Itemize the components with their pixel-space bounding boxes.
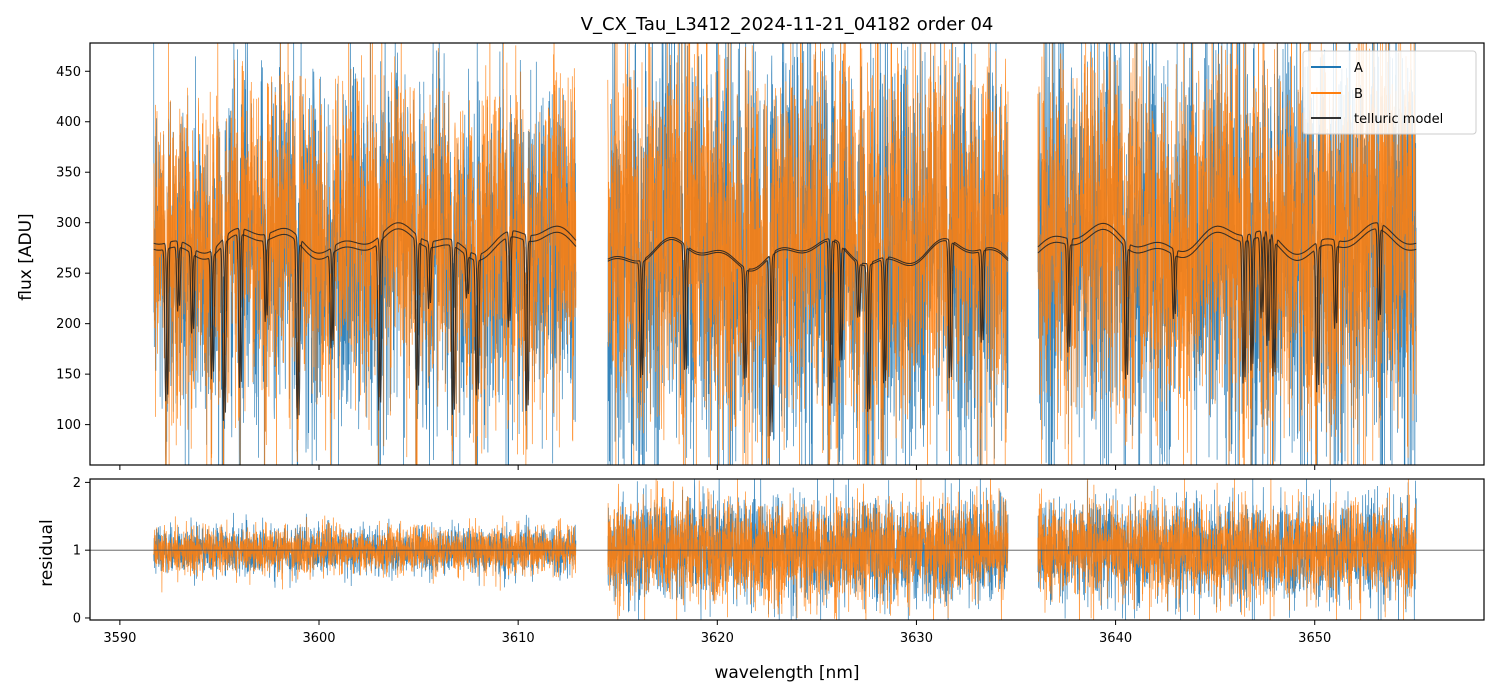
legend-label-telluric: telluric model <box>1354 112 1443 127</box>
x-tick-label: 3590 <box>103 631 136 646</box>
plot-top-data <box>153 43 1417 465</box>
telluric-model-1-segment-2 <box>1037 222 1417 386</box>
x-tick-label: 3630 <box>900 631 933 646</box>
x-tick-label: 3650 <box>1298 631 1331 646</box>
legend: A B telluric model <box>1302 50 1477 135</box>
residual-b-segment-0 <box>153 515 577 593</box>
x-tick-label: 3640 <box>1099 631 1132 646</box>
flux-y-tick-label: 300 <box>56 216 81 231</box>
legend-label-b: B <box>1354 87 1363 102</box>
axes-ticks: 100 150 200 250 300 350 400 450 0 1 2 3590 3600 3610 3… <box>56 65 1331 646</box>
flux-y-tick-label: 200 <box>56 317 81 332</box>
plot-bottom-frame <box>89 478 1485 621</box>
flux-y-tick-label: 100 <box>56 418 81 433</box>
x-axis-label: wavelength [nm] <box>714 663 859 683</box>
flux-y-tick-label: 450 <box>56 65 81 80</box>
telluric-model-1-segment-0 <box>153 222 577 416</box>
residual-y-tick-label: 1 <box>73 544 81 559</box>
telluric-model-0-segment-2 <box>1037 228 1417 393</box>
x-tick-label: 3620 <box>701 631 734 646</box>
flux-y-tick-label: 400 <box>56 115 81 130</box>
legend-label-a: A <box>1354 61 1363 76</box>
chart-title: V_CX_Tau_L3412_2024-11-21_04182 order 04 <box>581 14 994 35</box>
flux-y-tick-label: 350 <box>56 166 81 181</box>
residual-y-label: residual <box>37 519 57 586</box>
x-tick-label: 3610 <box>502 631 535 646</box>
legend-box <box>1302 50 1477 135</box>
flux-y-tick-label: 150 <box>56 368 81 383</box>
flux-y-label: flux [ADU] <box>16 213 36 300</box>
residual-b-segment-1 <box>607 479 1009 620</box>
residual-y-tick-label: 2 <box>73 476 81 491</box>
residual-b-segment-2 <box>1037 479 1417 620</box>
series-b-segment-1 <box>607 43 1009 465</box>
residual-panel <box>89 478 1485 621</box>
flux-panel <box>89 42 1485 466</box>
x-tick-label: 3600 <box>302 631 335 646</box>
plot-top-frame <box>89 42 1485 466</box>
telluric-model-0-segment-1 <box>607 238 1009 437</box>
residual-y-tick-label: 0 <box>73 611 81 626</box>
telluric-model-1-segment-1 <box>607 236 1009 433</box>
flux-y-tick-label: 250 <box>56 267 81 282</box>
plot-bottom-data <box>90 479 1484 620</box>
series-b-segment-2 <box>1037 43 1417 465</box>
telluric-model-0-segment-0 <box>153 228 577 421</box>
